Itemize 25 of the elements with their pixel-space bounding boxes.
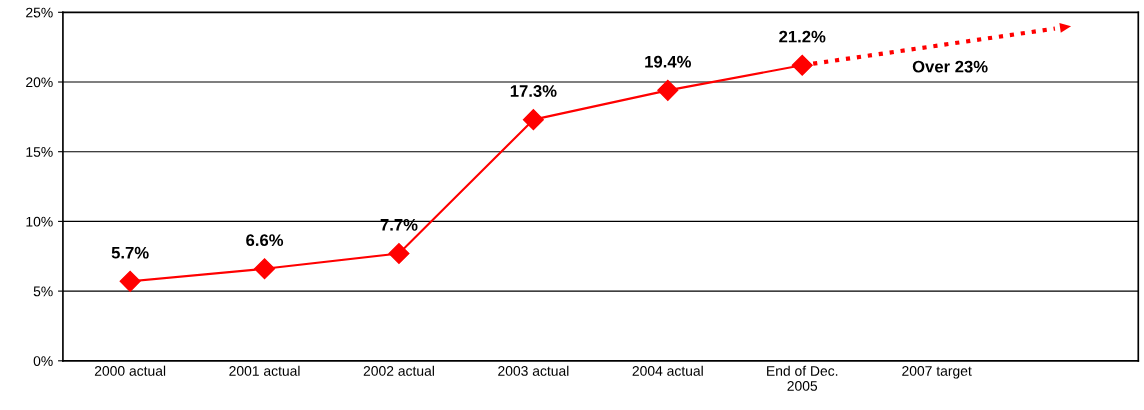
point — [657, 79, 679, 101]
point — [522, 109, 544, 131]
x-tick-label: End of Dec. 2005 — [767, 365, 838, 391]
y-tick-label: 25% — [26, 7, 53, 18]
x-tick-label: 2001 actual — [229, 365, 300, 376]
point — [119, 270, 141, 292]
x-tick-label: 2003 actual — [498, 365, 569, 376]
y-tick-label: 10% — [26, 216, 53, 227]
data-label: 6.6% — [246, 234, 284, 247]
y-tick-label: 20% — [26, 77, 53, 88]
x-tick-label: 2004 actual — [632, 365, 703, 376]
x-tick-label: 2002 actual — [363, 365, 434, 376]
data-label: 17.3% — [510, 85, 557, 97]
point — [388, 242, 410, 264]
data-label: 21.2% — [779, 30, 826, 43]
y-tick-label: 15% — [26, 147, 53, 157]
y-tick-label: 0% — [33, 356, 53, 366]
x-tick-label: 2000 actual — [94, 365, 166, 376]
y-tick-label: 5% — [33, 286, 53, 297]
annotation: Over 23% — [912, 60, 988, 73]
point — [791, 54, 813, 76]
x-tick-label: 2007 target — [902, 366, 972, 379]
point — [254, 258, 276, 280]
data-label: 19.4% — [645, 55, 691, 68]
data-label: 5.7% — [111, 246, 149, 259]
